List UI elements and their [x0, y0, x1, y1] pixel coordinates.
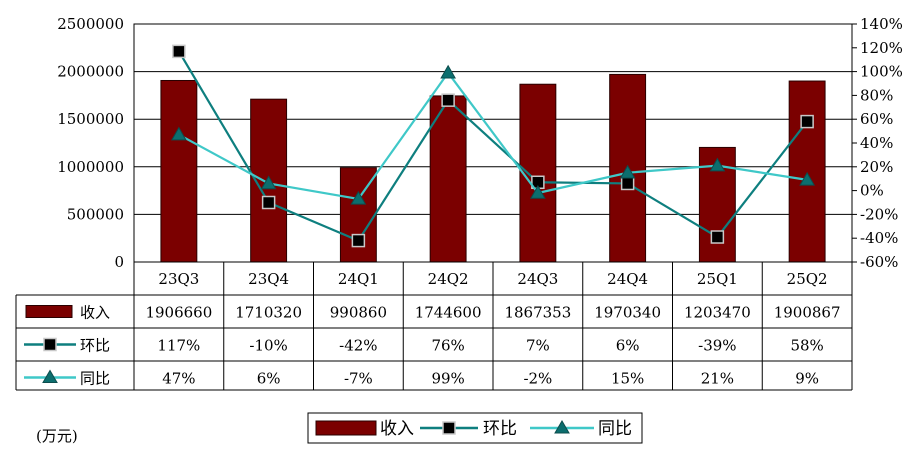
- data-cell: 21%: [701, 370, 734, 388]
- y-right-tick-label: 120%: [860, 39, 903, 57]
- x-tick-label: 23Q4: [248, 270, 289, 288]
- y-left-tick-label: 1500000: [57, 110, 124, 128]
- y-right-tick-label: 0%: [860, 182, 884, 200]
- data-cell: 1970340: [594, 304, 661, 322]
- yoy-line: [178, 70, 808, 201]
- y-left-tick-label: 500000: [67, 205, 124, 223]
- data-cell: 6%: [257, 370, 281, 388]
- data-cell: 6%: [616, 337, 640, 355]
- data-cell: -7%: [344, 370, 373, 388]
- data-cell: 76%: [431, 337, 464, 355]
- data-cell: 990860: [330, 304, 387, 322]
- data-cell: 7%: [526, 337, 550, 355]
- data-cell: 58%: [790, 337, 823, 355]
- yoy-marker: [619, 164, 636, 179]
- x-tick-label: 24Q1: [338, 270, 379, 288]
- series-name: 同比: [80, 370, 110, 388]
- legend-label-revenue: 收入: [380, 419, 414, 439]
- yoy-marker: [171, 126, 187, 141]
- data-cell: 1203470: [684, 304, 751, 322]
- yoy-marker: [709, 157, 726, 172]
- data-cell: 117%: [157, 337, 200, 355]
- yoy-marker: [350, 190, 367, 205]
- table-key-triangle: [42, 369, 58, 383]
- yoy-marker: [530, 184, 546, 199]
- y-right-tick-label: -60%: [860, 253, 898, 271]
- legend-key-yoy-marker: [554, 420, 570, 434]
- data-cell: 1867353: [504, 304, 571, 322]
- mom-marker: [351, 233, 366, 248]
- x-tick-label: 24Q3: [517, 270, 558, 288]
- table-key-square: [43, 337, 57, 352]
- legend-label-yoy: 同比: [598, 419, 632, 439]
- data-cell: 9%: [795, 370, 819, 388]
- data-cell: -2%: [523, 370, 552, 388]
- mom-marker: [620, 176, 635, 191]
- y-right-tick-label: -20%: [860, 205, 898, 223]
- y-left-tick-label: 1000000: [57, 158, 124, 176]
- mom-marker: [261, 195, 276, 210]
- x-tick-label: 24Q2: [428, 270, 469, 288]
- y-right-tick-label: 20%: [860, 158, 893, 176]
- y-right-tick-label: 100%: [860, 63, 903, 81]
- y-right-tick-label: 60%: [860, 110, 893, 128]
- y-left-tick-label: 2500000: [57, 15, 124, 33]
- data-cell: 47%: [162, 370, 195, 388]
- x-tick-label: 24Q4: [607, 270, 648, 288]
- mom-marker: [800, 114, 814, 129]
- x-tick-label: 23Q3: [158, 270, 199, 288]
- revenue-bar: [160, 79, 198, 263]
- revenue-bar: [519, 83, 557, 263]
- data-cell: 1710320: [235, 304, 302, 322]
- data-cell: 15%: [611, 370, 644, 388]
- yoy-marker: [260, 175, 277, 190]
- mom-line: [177, 50, 808, 242]
- mom-marker: [710, 230, 725, 244]
- data-cell: -10%: [249, 337, 287, 355]
- y-right-tick-label: 80%: [860, 86, 893, 104]
- mom-marker: [441, 93, 455, 107]
- data-cell: 99%: [431, 370, 464, 388]
- data-cell: 1906660: [145, 304, 212, 322]
- plot-frame: [133, 23, 853, 263]
- table-key-revenue: [25, 305, 73, 318]
- unit-label: (万元): [36, 427, 78, 445]
- series-name: 收入: [80, 304, 110, 322]
- y-left-tick-label: 2000000: [57, 63, 124, 81]
- data-cell: -42%: [339, 337, 377, 355]
- revenue-bar: [788, 80, 826, 263]
- y-right-tick-label: 140%: [860, 15, 903, 33]
- data-cell: 1900867: [774, 304, 841, 322]
- data-cell: 1744600: [415, 304, 482, 322]
- yoy-marker: [799, 171, 815, 186]
- x-tick-label: 25Q1: [697, 270, 738, 288]
- legend-key-mom-marker: [442, 421, 456, 435]
- mom-marker: [172, 44, 186, 59]
- x-tick-label: 25Q2: [787, 270, 828, 288]
- legend-label-mom: 环比: [483, 419, 517, 439]
- data-cell: -39%: [698, 337, 736, 355]
- y-right-tick-label: -40%: [860, 229, 898, 247]
- yoy-marker: [440, 64, 456, 79]
- legend-key-revenue: [315, 420, 377, 436]
- y-left-tick-label: 0: [114, 253, 124, 271]
- y-right-tick-label: 40%: [860, 134, 893, 152]
- series-name: 环比: [80, 337, 110, 355]
